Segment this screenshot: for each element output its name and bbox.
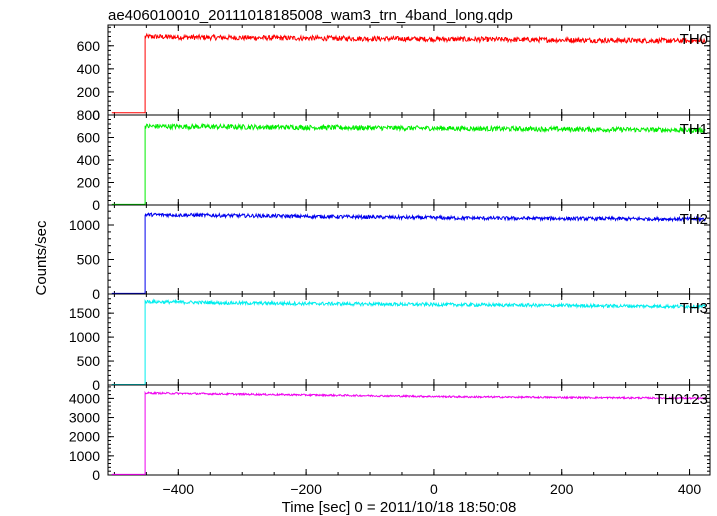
panel-th0: 0 200 400 600 TH0 [77,24,711,123]
chart-title: ae406010010_20111018185008_wam3_trn_4ban… [108,7,513,24]
series-line-th2 [111,212,706,294]
y-tick-label: 0 [92,286,100,302]
series-label-th2: TH2 [680,211,708,228]
series-line-th3 [111,298,706,385]
y-tick-label: 3000 [69,410,100,426]
panel-frame [107,384,711,476]
panel-frame [107,293,711,386]
series-label-th0123: TH0123 [655,391,708,408]
y-tick-label: 2000 [69,429,100,445]
y-tick-label: 600 [77,130,101,146]
y-axis-label: Counts/sec [33,220,50,296]
series-label-th0: TH0 [680,31,708,48]
y-tick-label: 0 [92,197,100,213]
x-tick-label: 0 [430,481,438,497]
y-tick-label: 500 [77,353,101,369]
y-tick-label: 200 [77,175,101,191]
y-tick-label: 500 [77,252,101,268]
panel-th2: 0 500 1000 TH2 [69,204,711,302]
y-tick-label: 1500 [69,305,100,321]
panel-th1: 0 200 400 600 800 TH1 [77,107,711,213]
x-axis-label: Time [sec] 0 = 2011/10/18 18:50:08 [282,499,517,516]
y-tick-label: 400 [77,61,101,77]
y-tick-label: 4000 [69,390,100,406]
panels-group: 0 200 400 600 TH0 0 200 400 600 800 TH1 0 500 1000 TH2… [69,24,711,483]
y-tick-label: 1000 [69,329,100,345]
x-tick-label: −200 [290,481,322,497]
y-tick-label: 0 [92,467,100,483]
y-tick-label: 1000 [69,217,100,233]
y-tick-label: 200 [77,84,101,100]
y-tick-label: 400 [77,152,101,168]
y-tick-label: 0 [92,377,100,393]
panel-th0123: 0 1000 2000 3000 4000 TH0123 [69,384,711,483]
y-tick-label: 800 [77,107,101,123]
y-tick-label: 600 [77,38,101,54]
series-label-th3: TH3 [680,300,708,317]
series-line-th0 [111,32,706,114]
x-tick-label: 400 [678,481,702,497]
x-axis-ticks: −400 −200 0 200 400 [163,481,702,497]
series-line-th0123 [111,390,706,475]
series-label-th1: TH1 [680,121,708,138]
x-tick-label: −400 [163,481,195,497]
series-line-th1 [111,122,706,205]
y-tick-label: 0 [92,107,100,123]
panel-th3: 0 500 1000 1500 TH3 [69,293,711,393]
y-tick-label: 1000 [69,448,100,464]
x-tick-label: 200 [550,481,574,497]
